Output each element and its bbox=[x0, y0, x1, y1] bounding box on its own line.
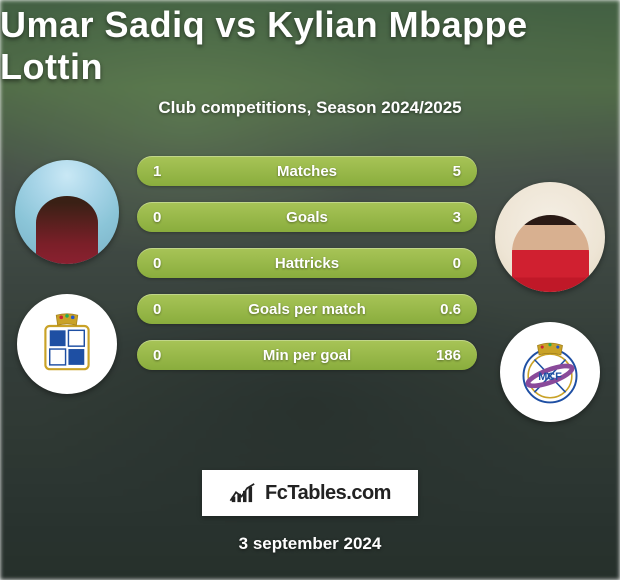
subtitle: Club competitions, Season 2024/2025 bbox=[158, 98, 461, 118]
stat-left-value: 0 bbox=[153, 209, 189, 226]
content-wrapper: Umar Sadiq vs Kylian Mbappe Lottin Club … bbox=[0, 0, 620, 580]
brand-badge: FcTables.com bbox=[202, 470, 418, 516]
stat-right-value: 5 bbox=[425, 163, 461, 180]
club-left-badge bbox=[17, 294, 117, 394]
chart-icon bbox=[229, 482, 257, 504]
stat-bar: 0 Goals per match 0.6 bbox=[137, 294, 477, 324]
real-sociedad-icon bbox=[31, 308, 103, 380]
stat-label: Matches bbox=[189, 163, 425, 180]
stats-bars: 1 Matches 5 0 Goals 3 0 Hattricks 0 0 Go… bbox=[137, 156, 477, 370]
right-column: MCF bbox=[495, 182, 605, 422]
stat-bar: 0 Hattricks 0 bbox=[137, 248, 477, 278]
stat-label: Goals per match bbox=[189, 301, 425, 318]
date-text: 3 september 2024 bbox=[239, 534, 382, 554]
real-madrid-icon: MCF bbox=[511, 333, 589, 411]
stat-bar: 0 Min per goal 186 bbox=[137, 340, 477, 370]
brand-text: FcTables.com bbox=[265, 482, 391, 505]
svg-text:MCF: MCF bbox=[538, 371, 562, 383]
club-right-badge: MCF bbox=[500, 322, 600, 422]
stat-right-value: 3 bbox=[425, 209, 461, 226]
comparison-row: 1 Matches 5 0 Goals 3 0 Hattricks 0 0 Go… bbox=[0, 152, 620, 422]
stat-right-value: 0.6 bbox=[425, 301, 461, 318]
stat-bar: 1 Matches 5 bbox=[137, 156, 477, 186]
stat-left-value: 0 bbox=[153, 301, 189, 318]
stat-left-value: 0 bbox=[153, 255, 189, 272]
stat-label: Min per goal bbox=[189, 347, 425, 364]
stat-bar: 0 Goals 3 bbox=[137, 202, 477, 232]
left-column bbox=[15, 160, 119, 394]
stat-label: Goals bbox=[189, 209, 425, 226]
stat-right-value: 186 bbox=[425, 347, 461, 364]
player-right-avatar bbox=[495, 182, 605, 292]
stat-right-value: 0 bbox=[425, 255, 461, 272]
stat-left-value: 0 bbox=[153, 347, 189, 364]
page-title: Umar Sadiq vs Kylian Mbappe Lottin bbox=[0, 4, 620, 88]
player-left-avatar bbox=[15, 160, 119, 264]
stat-left-value: 1 bbox=[153, 163, 189, 180]
stat-label: Hattricks bbox=[189, 255, 425, 272]
